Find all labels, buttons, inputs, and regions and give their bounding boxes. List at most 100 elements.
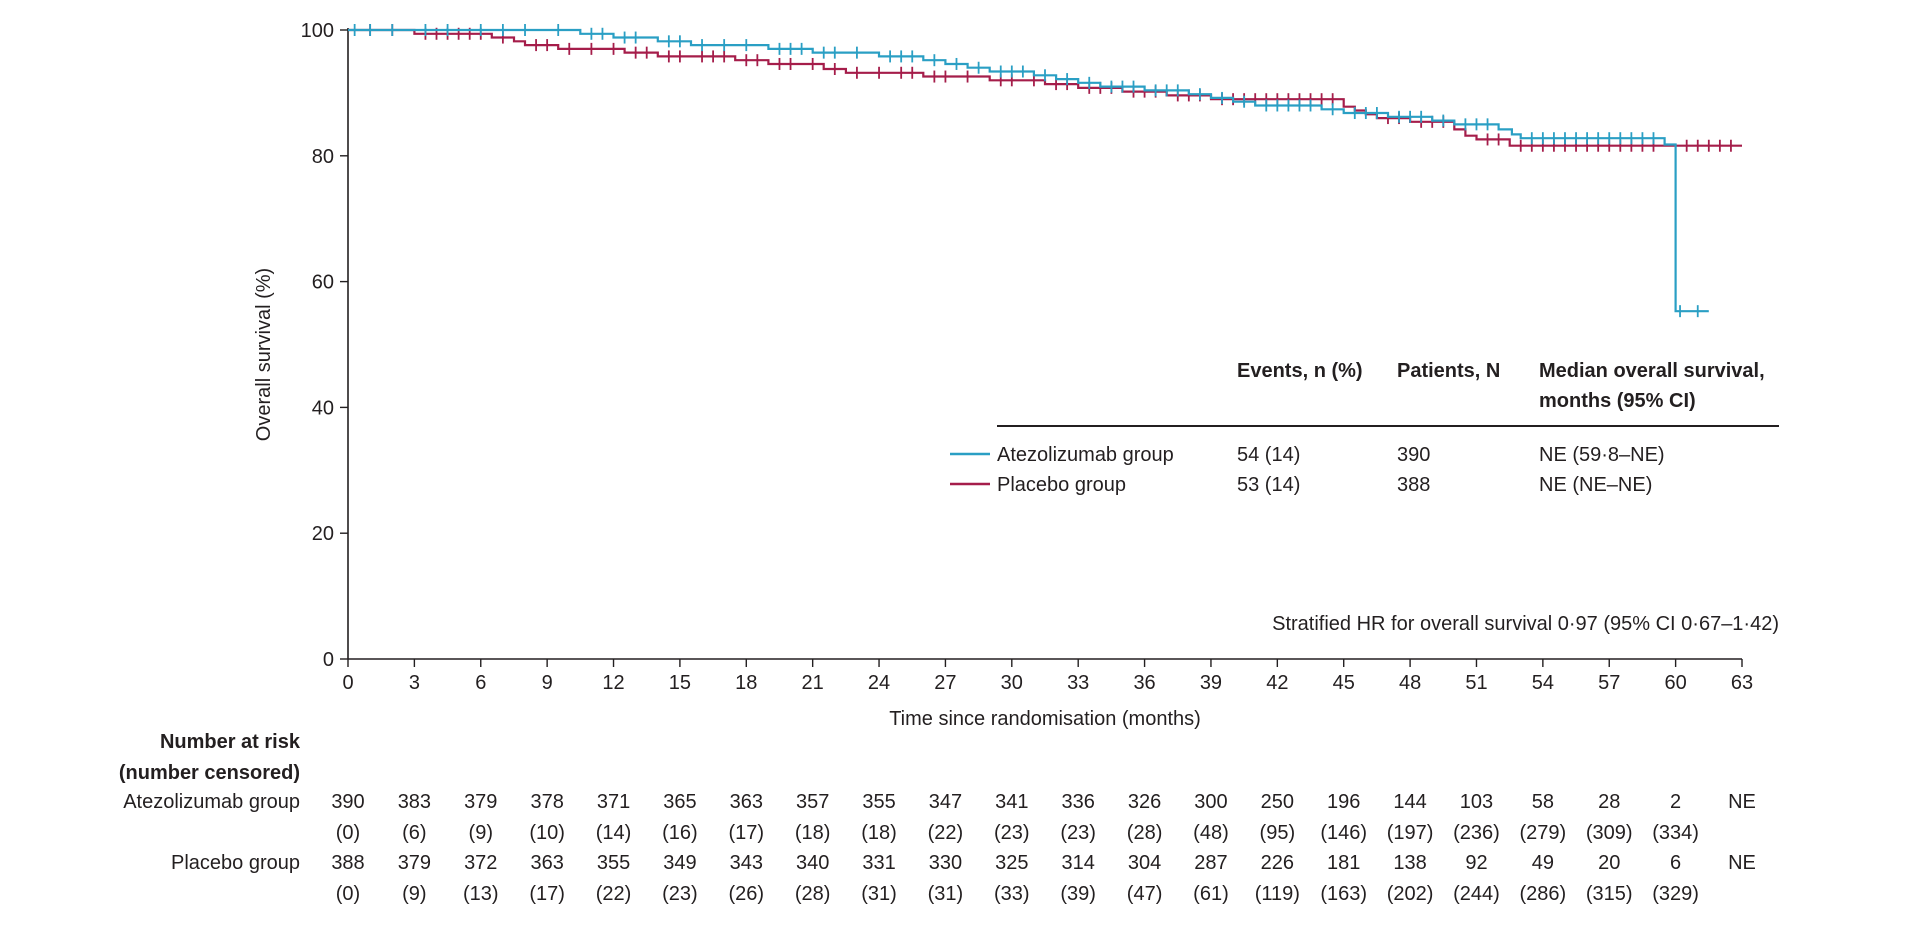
risk-at-risk-value: 341	[995, 791, 1028, 813]
risk-censored-value: (202)	[1387, 883, 1434, 905]
risk-at-risk-value: 355	[597, 852, 630, 874]
risk-at-risk-value: 304	[1128, 852, 1161, 874]
risk-at-risk-value: 349	[663, 852, 696, 874]
risk-censored-value: (279)	[1520, 822, 1567, 844]
risk-censored-value: (22)	[596, 883, 632, 905]
risk-at-risk-value: 325	[995, 852, 1028, 874]
risk-at-risk-value: 6	[1670, 852, 1681, 874]
risk-at-risk-value: 196	[1327, 791, 1360, 813]
y-tick-label: 40	[312, 397, 334, 419]
risk-censored-value: (17)	[728, 822, 764, 844]
risk-at-risk-value: 372	[464, 852, 497, 874]
risk-at-risk-value: NE	[1728, 852, 1756, 874]
x-tick-label: 3	[409, 672, 420, 694]
risk-censored-value: (23)	[994, 822, 1030, 844]
y-tick-label: 100	[301, 20, 334, 42]
x-tick-label: 45	[1333, 672, 1355, 694]
risk-at-risk-value: 92	[1465, 852, 1487, 874]
risk-censored-value: (10)	[529, 822, 565, 844]
risk-censored-value: (329)	[1652, 883, 1699, 905]
risk-censored-value: (39)	[1060, 883, 1096, 905]
legend-header-median: Median overall survival,	[1539, 360, 1765, 382]
risk-at-risk-value: 226	[1261, 852, 1294, 874]
risk-censored-value: (23)	[1060, 822, 1096, 844]
risk-at-risk-value: 336	[1062, 791, 1095, 813]
risk-row-label: Placebo group	[171, 852, 300, 874]
risk-censored-value: (28)	[1127, 822, 1163, 844]
survival-curves	[348, 24, 1742, 318]
x-tick-label: 48	[1399, 672, 1421, 694]
y-axis-title: Overall survival (%)	[253, 268, 275, 441]
risk-censored-value: (163)	[1320, 883, 1367, 905]
risk-censored-value: (31)	[861, 883, 897, 905]
hazard-ratio-annotation: Stratified HR for overall survival 0·97 …	[1272, 613, 1779, 635]
risk-censored-value: (17)	[529, 883, 565, 905]
risk-censored-value: (9)	[402, 883, 426, 905]
risk-censored-value: (48)	[1193, 822, 1229, 844]
risk-at-risk-value: 300	[1194, 791, 1227, 813]
risk-censored-value: (14)	[596, 822, 632, 844]
risk-at-risk-value: NE	[1728, 791, 1756, 813]
risk-censored-value: (16)	[662, 822, 698, 844]
risk-censored-value: (197)	[1387, 822, 1434, 844]
risk-censored-value: (13)	[463, 883, 499, 905]
risk-at-risk-value: 326	[1128, 791, 1161, 813]
risk-censored-value: (47)	[1127, 883, 1163, 905]
legend-header-median-unit: months (95% CI)	[1539, 390, 1696, 412]
risk-at-risk-value: 371	[597, 791, 630, 813]
risk-at-risk-value: 250	[1261, 791, 1294, 813]
risk-censored-value: (244)	[1453, 883, 1500, 905]
x-tick-label: 51	[1465, 672, 1487, 694]
risk-at-risk-value: 379	[398, 852, 431, 874]
x-tick-label: 54	[1532, 672, 1554, 694]
risk-at-risk-value: 138	[1393, 852, 1426, 874]
risk-at-risk-value: 365	[663, 791, 696, 813]
axes: 0 3 6 9 12 15 18 21 24 27 30 33 36 39 42 45 48 51 54 57 60 63…	[253, 20, 1753, 730]
risk-at-risk-value: 28	[1598, 791, 1620, 813]
placebo-group-curve	[348, 28, 1742, 147]
risk-censored-value: (31)	[928, 883, 964, 905]
atezolizumab-group-curve	[348, 28, 1709, 313]
x-tick-label: 30	[1001, 672, 1023, 694]
risk-censored-value: (236)	[1453, 822, 1500, 844]
legend-row-name: Placebo group	[997, 474, 1126, 496]
legend-row-median: NE (NE–NE)	[1539, 474, 1652, 496]
risk-at-risk-value: 383	[398, 791, 431, 813]
risk-censored-value: (26)	[728, 883, 764, 905]
risk-at-risk-value: 49	[1532, 852, 1554, 874]
x-tick-label: 15	[669, 672, 691, 694]
risk-censored-value: (6)	[402, 822, 426, 844]
risk-censored-value: (334)	[1652, 822, 1699, 844]
number-at-risk-table: Number at risk (number censored) Atezolizu…	[119, 731, 1756, 905]
risk-table-title: Number at risk	[160, 731, 301, 753]
risk-row-label: Atezolizumab group	[123, 791, 300, 813]
risk-at-risk-value: 357	[796, 791, 829, 813]
x-tick-label: 6	[475, 672, 486, 694]
risk-censored-value: (28)	[795, 883, 831, 905]
risk-at-risk-value: 388	[331, 852, 364, 874]
risk-censored-value: (18)	[795, 822, 831, 844]
legend-row-events: 53 (14)	[1237, 474, 1300, 496]
risk-censored-value: (0)	[336, 822, 360, 844]
legend-header-patients: Patients, N	[1397, 360, 1500, 382]
risk-censored-value: (61)	[1193, 883, 1229, 905]
y-tick-label: 60	[312, 272, 334, 294]
risk-censored-value: (22)	[928, 822, 964, 844]
risk-censored-value: (146)	[1320, 822, 1367, 844]
risk-at-risk-value: 343	[730, 852, 763, 874]
legend-row-patients: 388	[1397, 474, 1430, 496]
y-tick-label: 20	[312, 523, 334, 545]
risk-at-risk-value: 363	[730, 791, 763, 813]
risk-censored-value: (286)	[1520, 883, 1567, 905]
risk-at-risk-value: 355	[862, 791, 895, 813]
risk-at-risk-value: 287	[1194, 852, 1227, 874]
risk-at-risk-value: 20	[1598, 852, 1620, 874]
x-tick-label: 36	[1133, 672, 1155, 694]
x-tick-label: 39	[1200, 672, 1222, 694]
y-tick-label: 80	[312, 146, 334, 168]
risk-at-risk-value: 363	[530, 852, 563, 874]
y-tick-label: 0	[323, 649, 334, 671]
risk-at-risk-value: 330	[929, 852, 962, 874]
legend-row-events: 54 (14)	[1237, 444, 1300, 466]
